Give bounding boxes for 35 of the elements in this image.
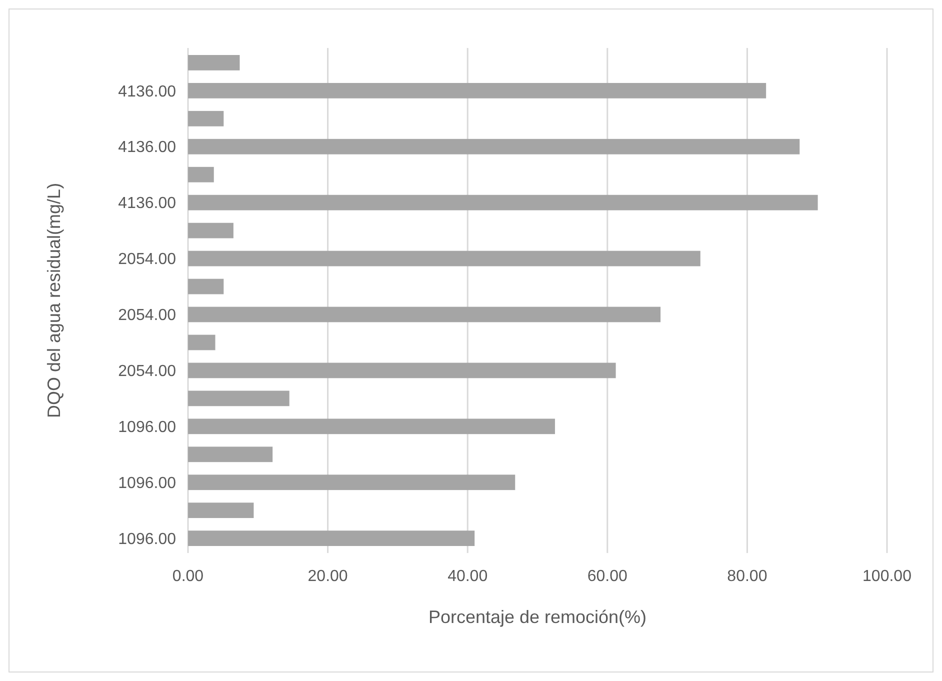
bar xyxy=(188,334,216,350)
bar xyxy=(188,110,224,126)
y-tick-label: 4136.00 xyxy=(118,195,176,212)
bar xyxy=(188,82,766,98)
y-tick-label: 1096.00 xyxy=(118,474,176,492)
y-tick-label: 4136.00 xyxy=(118,83,176,100)
bar xyxy=(188,222,234,238)
y-tick-label: 4136.00 xyxy=(118,139,176,156)
x-axis-title: Porcentaje de remoción(%) xyxy=(428,607,647,627)
bar xyxy=(188,390,290,406)
y-tick-label: 2054.00 xyxy=(118,307,176,324)
bar xyxy=(188,250,700,266)
bar xyxy=(188,418,555,434)
x-tick-label: 60.00 xyxy=(587,568,628,585)
y-tick-label: 2054.00 xyxy=(118,251,176,268)
bar xyxy=(188,446,273,462)
x-tick-label: 20.00 xyxy=(308,568,348,585)
bar xyxy=(188,138,800,154)
bar xyxy=(188,474,516,490)
y-axis-title: DQO del agua residual(mg/L) xyxy=(44,182,64,418)
bar xyxy=(188,54,240,70)
x-tick-label: 0.00 xyxy=(172,568,204,585)
bar xyxy=(188,194,818,210)
bar xyxy=(188,502,254,518)
bar xyxy=(188,530,475,546)
x-tick-label: 100.00 xyxy=(862,568,912,585)
bar xyxy=(188,278,224,294)
y-tick-label: 1096.00 xyxy=(118,419,176,436)
bar xyxy=(188,362,616,378)
y-tick-label: 2054.00 xyxy=(118,363,176,380)
y-tick-label: 1096.00 xyxy=(118,530,176,548)
x-tick-label: 40.00 xyxy=(448,568,488,585)
bar xyxy=(188,166,214,182)
x-tick-label: 80.00 xyxy=(727,568,768,585)
bar xyxy=(188,306,661,322)
